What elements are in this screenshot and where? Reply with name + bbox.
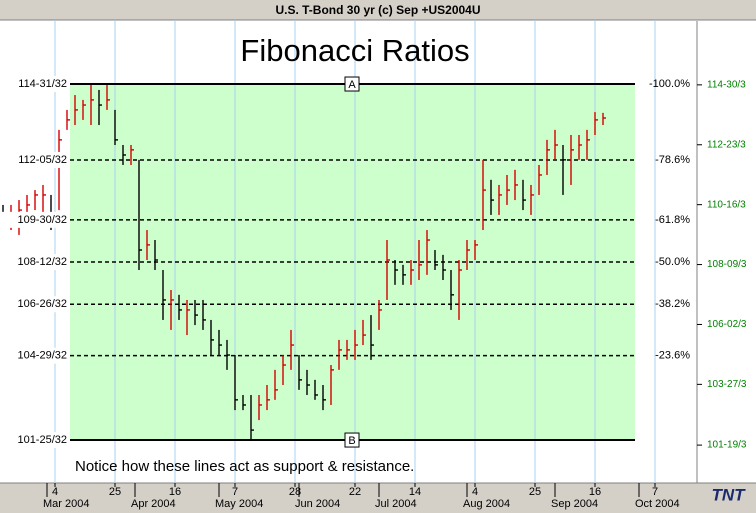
y-tick-label: 106-26/32 [17, 298, 67, 310]
y-tick-label: 112-05/32 [18, 154, 67, 166]
y-tick-label-bg [2, 432, 68, 449]
x-tick-label: 25 [529, 486, 541, 498]
x-tick-label: 7 [652, 486, 658, 498]
x-tick-label: 14 [409, 486, 421, 498]
y2-tick-label: 110-16/3 [707, 199, 746, 210]
y-tick-label: 104-29/32 [17, 350, 67, 362]
x-tick-label: 16 [589, 486, 601, 498]
level-label: -23.6% [655, 350, 690, 362]
x-axis-area [0, 483, 756, 513]
y2-tick-label: 103-27/3 [707, 379, 747, 390]
x-tick-label: 4 [472, 486, 478, 498]
x-tick-label: 28 [289, 486, 301, 498]
month-label: Mar 2004 [43, 498, 89, 510]
bar-layer [2, 85, 606, 441]
grid-layer [54, 20, 656, 483]
level-marker-box [344, 76, 360, 92]
y-tick-label: 101-25/32 [17, 434, 67, 446]
y2-tick-label: 114-30/3 [707, 80, 746, 91]
x-tick-label: 16 [169, 486, 181, 498]
y-tick-label-bg [2, 296, 68, 313]
title-bar [0, 0, 756, 20]
y-tick-label-bg [2, 254, 68, 271]
level-label: -38.2% [655, 298, 690, 310]
y-tick-label: 109-30/32 [17, 214, 67, 226]
x-tick-label: 7 [232, 486, 238, 498]
y-tick-label-bg [2, 347, 68, 364]
level-marker: B [348, 435, 355, 447]
level-marker-box [344, 432, 360, 448]
y-tick-label-bg [2, 211, 68, 228]
level-label: -78.6% [655, 154, 690, 166]
level-marker: A [348, 79, 356, 91]
chart-title: Fibonacci Ratios [240, 33, 469, 68]
month-label: May 2004 [215, 498, 263, 510]
x-tick-label: 22 [349, 486, 361, 498]
x-tick-label: 4 [52, 486, 58, 498]
month-label: Apr 2004 [131, 498, 176, 510]
level-label: -61.8% [655, 214, 690, 226]
y2-tick-label: 101-19/3 [707, 440, 747, 451]
window-title: U.S. T-Bond 30 yr (c) Sep +US2004U [275, 3, 480, 17]
month-label: Oct 2004 [635, 498, 680, 510]
month-label: Aug 2004 [463, 498, 510, 510]
logo: TNT [711, 485, 746, 504]
x-tick-label: 25 [109, 486, 121, 498]
y-tick-label: 114-31/32 [18, 78, 67, 90]
month-label: Jul 2004 [375, 498, 417, 510]
y2-tick-label: 106-02/3 [707, 319, 747, 330]
right-axis-area [697, 21, 756, 483]
annotation: Notice how these lines act as support & … [75, 458, 414, 475]
label-layer: 4 25 16 7 28 22 14 4 25 16 7 Mar 2004 Apr 2004 May 20… [2, 76, 747, 510]
y2-tick-label: 108-09/3 [707, 259, 747, 270]
month-label: Jun 2004 [295, 498, 340, 510]
y-tick-label: 108-12/32 [17, 256, 67, 268]
month-label: Sep 2004 [551, 498, 598, 510]
y-tick-label-bg [2, 76, 68, 93]
y-tick-label-bg [2, 151, 68, 168]
y2-tick-label: 112-23/3 [707, 139, 746, 150]
level-label: -100.0% [649, 78, 690, 90]
level-label: -50.0% [655, 256, 690, 268]
